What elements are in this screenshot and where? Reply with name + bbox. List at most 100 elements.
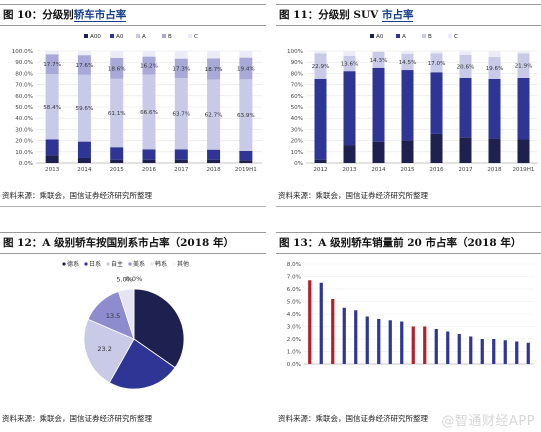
fig12-source: 资料来源：乘联会，国信证券经济研究所整理 bbox=[2, 414, 152, 423]
bar bbox=[365, 316, 369, 364]
legend-label: A0 bbox=[376, 34, 384, 40]
bar-segment bbox=[142, 56, 156, 75]
fig10-source: 资料来源：乘联会，国信证券经济研究所整理 bbox=[2, 191, 152, 200]
bar-segment bbox=[239, 150, 253, 161]
bar-segment bbox=[207, 58, 221, 80]
legend-swatch bbox=[422, 34, 426, 38]
bar-segment bbox=[401, 53, 414, 71]
bar-segment bbox=[488, 138, 501, 163]
bar-segment bbox=[430, 53, 443, 73]
data-label: 58.4% bbox=[43, 105, 61, 111]
bar-segment bbox=[372, 141, 385, 163]
pie-slice bbox=[133, 288, 185, 369]
legend-label: B bbox=[428, 34, 432, 40]
bar-segment bbox=[488, 79, 501, 139]
bar-segment bbox=[401, 70, 414, 141]
bar-segment bbox=[517, 53, 530, 78]
legend-label: 自主 bbox=[111, 260, 123, 268]
bar-segment bbox=[372, 51, 385, 52]
legend-label: A bbox=[142, 34, 146, 40]
fig10-chart: 0.0% 10.0% 20.0% 30.0% 40.0% 50.0% 60.0% 70.0% 8… bbox=[12, 34, 262, 173]
pie-data-label: 5.0% bbox=[116, 276, 133, 284]
y-tick-label: 20.0% bbox=[15, 139, 33, 145]
bar-segment bbox=[430, 72, 443, 134]
legend-label: A00 bbox=[90, 34, 101, 40]
bar-segment bbox=[517, 139, 530, 163]
bar-segment bbox=[343, 71, 356, 146]
bar bbox=[308, 280, 312, 364]
legend-label: 韩系 bbox=[155, 260, 167, 268]
bar-segment bbox=[239, 160, 253, 163]
bar-segment bbox=[174, 51, 188, 59]
x-tick-label: 2014 bbox=[77, 167, 92, 173]
y-tick-label: 80% bbox=[291, 71, 303, 77]
y-tick-label: 1.0% bbox=[287, 350, 301, 356]
x-tick-label: 2017 bbox=[174, 167, 189, 173]
y-tick-label: 40.0% bbox=[15, 116, 33, 122]
pie-slice bbox=[83, 318, 135, 384]
data-label: 22.9% bbox=[312, 64, 330, 70]
bar-segment bbox=[207, 79, 221, 150]
data-label: 17.3% bbox=[172, 66, 190, 72]
bar bbox=[319, 282, 323, 364]
bar-segment bbox=[459, 54, 472, 78]
bar-segment bbox=[459, 137, 472, 163]
fig13-title: 图 13：A 级别轿车销量前 20 市占率（2018 年） bbox=[276, 232, 541, 254]
y-tick-label: 90% bbox=[291, 60, 303, 66]
panel-fig13: 图 13：A 级别轿车销量前 20 市占率（2018 年） 0.0% 1.0% 2.… bbox=[276, 232, 541, 432]
bar-segment bbox=[77, 157, 91, 163]
data-label: 17.6% bbox=[76, 63, 94, 69]
bar bbox=[342, 307, 346, 364]
y-tick-label: 90.0% bbox=[15, 60, 33, 66]
bar-segment bbox=[314, 51, 327, 54]
legend-swatch bbox=[162, 34, 166, 38]
y-tick-label: 100% bbox=[287, 49, 303, 55]
bar-segment bbox=[142, 149, 156, 160]
data-label: 14.3% bbox=[370, 58, 388, 64]
bar bbox=[515, 341, 519, 364]
bar-segment bbox=[314, 159, 327, 163]
panel-fig11: 图 11：分级别 SUV 市占率 0% 10% 20% 30% 40% 50% 60% 70%… bbox=[276, 4, 541, 210]
bar-segment bbox=[517, 51, 530, 54]
bar-segment bbox=[430, 133, 443, 163]
bar-segment bbox=[174, 159, 188, 163]
bar-segment bbox=[207, 51, 221, 59]
bar-segment bbox=[517, 77, 530, 140]
data-label: 17.0% bbox=[428, 61, 446, 67]
bar-segment bbox=[45, 139, 59, 156]
data-label: 20.6% bbox=[457, 64, 475, 70]
legend-swatch bbox=[110, 34, 114, 38]
y-tick-label: 50.0% bbox=[15, 105, 33, 111]
bar-segment bbox=[45, 155, 59, 163]
bar-segment bbox=[45, 51, 59, 55]
pie-data-label: 13.5 bbox=[106, 312, 120, 320]
panel-fig10: 图 10：分级别轿车市占率 0.0% 10.0% 20.0% 30.0% 40.0% 50… bbox=[0, 4, 266, 210]
fig11-title: 图 11：分级别 SUV 市占率 bbox=[276, 4, 541, 26]
bar bbox=[388, 320, 392, 364]
y-tick-label: 30.0% bbox=[15, 127, 33, 133]
legend-label: B bbox=[168, 34, 172, 40]
y-tick-label: 60.0% bbox=[15, 94, 33, 100]
pie-data-label: 0.0% bbox=[126, 275, 143, 283]
x-tick-label: 2016 bbox=[429, 167, 444, 173]
fig11-chart: 0% 10% 20% 30% 40% 50% 60% 70% 80% 90% 100% A0 A B C 22… bbox=[287, 34, 538, 173]
x-tick-label: 2017 bbox=[458, 167, 473, 173]
bar bbox=[354, 310, 358, 364]
bar-segment bbox=[77, 74, 91, 142]
fig10-title: 图 10：分级别轿车市占率 bbox=[0, 4, 266, 26]
bar-segment bbox=[430, 51, 443, 54]
bar-segment bbox=[142, 74, 156, 150]
bar bbox=[423, 326, 427, 364]
x-tick-label: 2018 bbox=[206, 167, 221, 173]
x-tick-label: 2014 bbox=[371, 167, 386, 173]
x-tick-label: 2018 bbox=[487, 167, 502, 173]
fig13-chart: 0.0% 1.0% 2.0% 3.0% 4.0% 5.0% 6.0% 7.0% 8.0% bbox=[287, 262, 534, 368]
bar-segment bbox=[239, 79, 253, 151]
y-tick-label: 20% bbox=[291, 139, 303, 145]
y-tick-label: 2.0% bbox=[287, 337, 301, 343]
bar bbox=[469, 336, 473, 364]
legend-label: 其他 bbox=[177, 260, 189, 268]
legend-marker bbox=[150, 262, 154, 266]
y-tick-label: 70% bbox=[291, 83, 303, 89]
bar-segment bbox=[314, 79, 327, 160]
